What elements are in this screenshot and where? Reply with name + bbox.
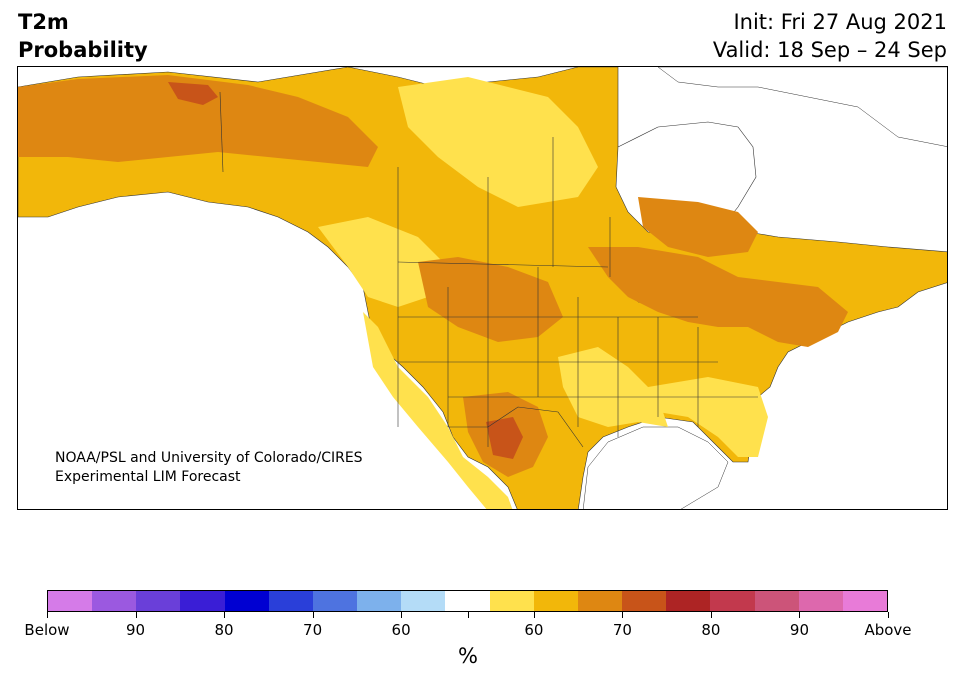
color-bar-tick <box>533 612 535 618</box>
credit-line-1: NOAA/PSL and University of Colorado/CIRE… <box>55 450 363 466</box>
color-bar-tick <box>622 612 624 618</box>
color-bar-tick-label: 90 <box>125 621 146 639</box>
color-bar-segment <box>533 591 578 611</box>
color-bar-tick <box>135 612 137 618</box>
zone-stronger-alaska <box>168 82 218 105</box>
color-bar-tick <box>710 612 712 618</box>
color-bar-segment <box>48 591 93 611</box>
color-bar-segment <box>136 591 181 611</box>
color-bar-segment <box>180 591 225 611</box>
color-bar-segment <box>489 591 534 611</box>
valid-range: Valid: 18 Sep – 24 Sep <box>712 38 947 62</box>
zone-light-south <box>558 347 668 427</box>
zone-stronger-mexico <box>486 417 523 459</box>
title-product: Probability <box>18 38 148 62</box>
title-variable: T2m <box>18 10 69 34</box>
color-bar-tick-label: Above <box>864 621 912 639</box>
color-bar-tick <box>312 612 314 618</box>
zone-strong-north <box>638 197 758 257</box>
color-bar <box>47 590 888 612</box>
color-bar-segment <box>622 591 667 611</box>
color-bar-tick <box>799 612 801 618</box>
color-bar-tick <box>467 612 469 618</box>
probability-map <box>17 66 948 510</box>
political-borders <box>219 91 758 448</box>
color-bar-tick <box>401 612 403 618</box>
color-bar-tick-label: 60 <box>391 621 411 639</box>
color-bar-segment <box>357 591 402 611</box>
zone-light-north <box>398 77 598 207</box>
color-bar-segment <box>268 591 313 611</box>
color-bar-segment <box>312 591 358 611</box>
zone-light-west <box>318 217 448 307</box>
map-svg <box>18 67 947 509</box>
zone-light-coast <box>363 312 513 509</box>
color-bar-tick-label: 70 <box>303 621 323 639</box>
color-bar-unit: % <box>458 644 478 668</box>
color-bar-segment <box>224 591 269 611</box>
color-bar-segment <box>710 591 755 611</box>
color-bar-segment <box>401 591 446 611</box>
color-bar-tick-label: 90 <box>789 621 810 639</box>
color-bar-segment <box>842 591 887 611</box>
color-bar-segment <box>92 591 137 611</box>
color-bar-segment <box>754 591 799 611</box>
color-bar-tick <box>47 612 48 618</box>
zone-strong-alaska <box>18 75 378 167</box>
color-bar-tick-label: 80 <box>701 621 721 639</box>
forecast-dates: Init: Fri 27 Aug 2021 Valid: 18 Sep – 24… <box>713 8 947 64</box>
init-date: Init: Fri 27 Aug 2021 <box>733 10 947 34</box>
color-bar-segment <box>798 591 843 611</box>
color-bar-tick <box>224 612 226 618</box>
color-bar-segment <box>445 591 490 611</box>
gulf-of-mexico <box>582 426 729 509</box>
credit-line-2: Experimental LIM Forecast <box>55 469 241 485</box>
color-bar-tick <box>888 612 889 618</box>
arctic-water <box>657 67 947 147</box>
color-bar-segment <box>577 591 623 611</box>
zone-strong-great-lakes <box>588 247 848 347</box>
color-bar-tick-label: 70 <box>612 621 632 639</box>
map-title: T2m Probability <box>18 8 148 64</box>
color-bar-tick-label: Below <box>24 621 70 639</box>
color-bar-segment <box>666 591 711 611</box>
data-credit: NOAA/PSL and University of Colorado/CIRE… <box>55 449 363 487</box>
color-bar-tick-label: 80 <box>214 621 234 639</box>
zone-strong-rockies <box>418 257 563 342</box>
color-bar-tick-label: 60 <box>524 621 544 639</box>
